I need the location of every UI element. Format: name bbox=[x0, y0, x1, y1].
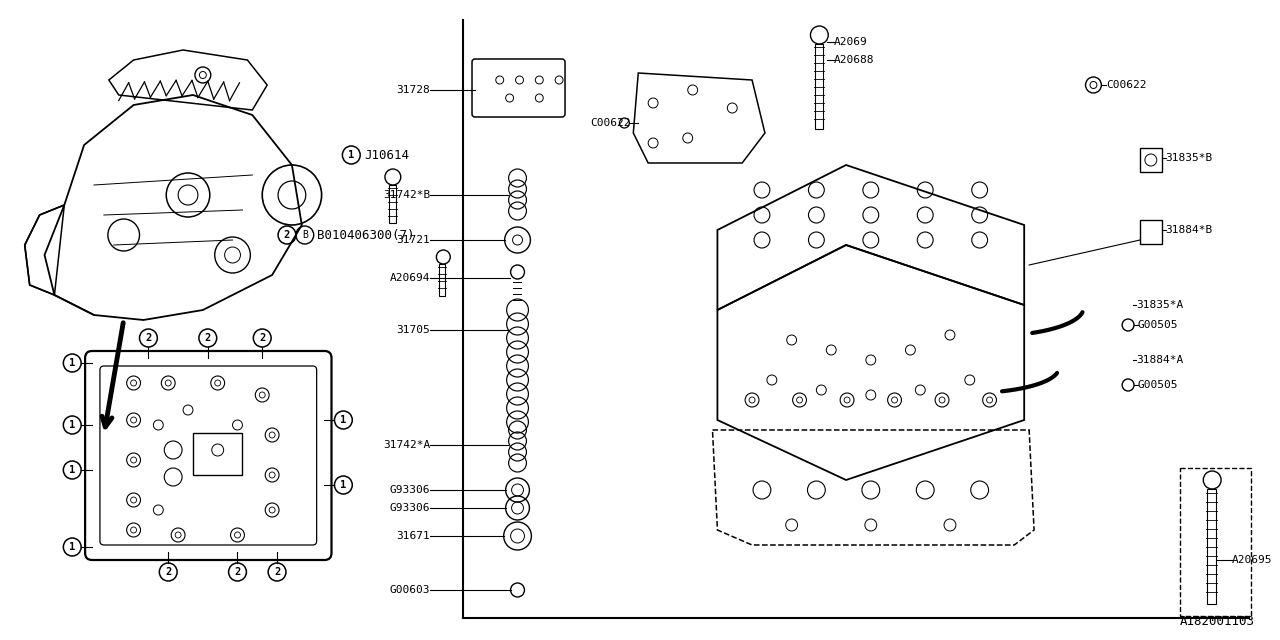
Bar bbox=[1140, 148, 1162, 172]
Bar bbox=[1207, 489, 1216, 604]
Text: 31721: 31721 bbox=[397, 235, 430, 245]
Text: 31671: 31671 bbox=[397, 531, 430, 541]
Text: 1: 1 bbox=[69, 542, 76, 552]
Text: G93306: G93306 bbox=[390, 503, 430, 513]
Text: 31884*B: 31884*B bbox=[1166, 225, 1213, 235]
Text: 2: 2 bbox=[259, 333, 265, 343]
Text: 31742*A: 31742*A bbox=[383, 440, 430, 450]
Text: 31884*A: 31884*A bbox=[1137, 355, 1183, 365]
Text: A20695: A20695 bbox=[1231, 555, 1272, 565]
Text: 2: 2 bbox=[274, 567, 280, 577]
Text: 31728: 31728 bbox=[397, 85, 430, 95]
Text: J10614: J10614 bbox=[364, 148, 410, 161]
Text: 1: 1 bbox=[69, 465, 76, 475]
Text: 2: 2 bbox=[205, 333, 211, 343]
Bar bbox=[389, 185, 396, 223]
Text: B: B bbox=[302, 230, 307, 240]
Text: G00505: G00505 bbox=[1138, 320, 1179, 330]
Text: 2: 2 bbox=[165, 567, 172, 577]
Bar bbox=[1140, 220, 1162, 244]
Text: A182001103: A182001103 bbox=[1180, 615, 1254, 628]
Text: 1: 1 bbox=[340, 480, 347, 490]
Text: 1: 1 bbox=[69, 358, 76, 368]
Text: B010406300(7): B010406300(7) bbox=[316, 228, 415, 241]
Text: A20694: A20694 bbox=[390, 273, 430, 283]
Text: 31742*B: 31742*B bbox=[383, 190, 430, 200]
Text: 1: 1 bbox=[340, 415, 347, 425]
Text: 2: 2 bbox=[284, 230, 291, 240]
Text: A20688: A20688 bbox=[835, 55, 874, 65]
Bar bbox=[193, 433, 242, 475]
Text: 31705: 31705 bbox=[397, 325, 430, 335]
Bar bbox=[439, 264, 445, 296]
Text: C00622: C00622 bbox=[1106, 80, 1147, 90]
Text: C00622: C00622 bbox=[590, 118, 630, 128]
Text: 1: 1 bbox=[348, 150, 355, 160]
Text: A2069: A2069 bbox=[835, 37, 868, 47]
Bar bbox=[815, 44, 823, 129]
Text: 31835*A: 31835*A bbox=[1137, 300, 1183, 310]
Text: G93306: G93306 bbox=[390, 485, 430, 495]
Bar bbox=[1180, 468, 1251, 616]
Text: 1: 1 bbox=[69, 420, 76, 430]
Text: G00603: G00603 bbox=[390, 585, 430, 595]
Text: 2: 2 bbox=[234, 567, 241, 577]
Text: G00505: G00505 bbox=[1138, 380, 1179, 390]
Text: 31835*B: 31835*B bbox=[1166, 153, 1213, 163]
Text: 2: 2 bbox=[146, 333, 151, 343]
